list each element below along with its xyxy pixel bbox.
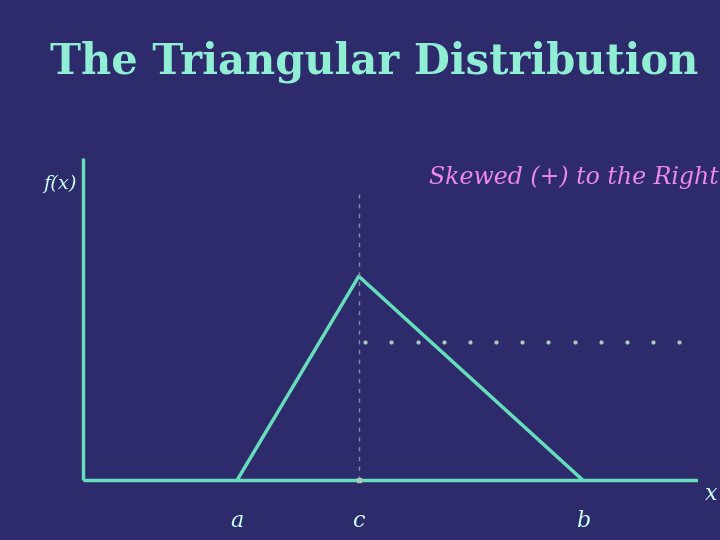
Text: The Triangular Distribution: The Triangular Distribution — [50, 41, 699, 84]
Text: x: x — [705, 483, 717, 504]
Text: c: c — [353, 510, 365, 532]
Text: f(x): f(x) — [43, 175, 77, 193]
Text: Skewed (+) to the Right: Skewed (+) to the Right — [429, 166, 719, 190]
Text: a: a — [230, 510, 243, 532]
Text: b: b — [576, 510, 590, 532]
